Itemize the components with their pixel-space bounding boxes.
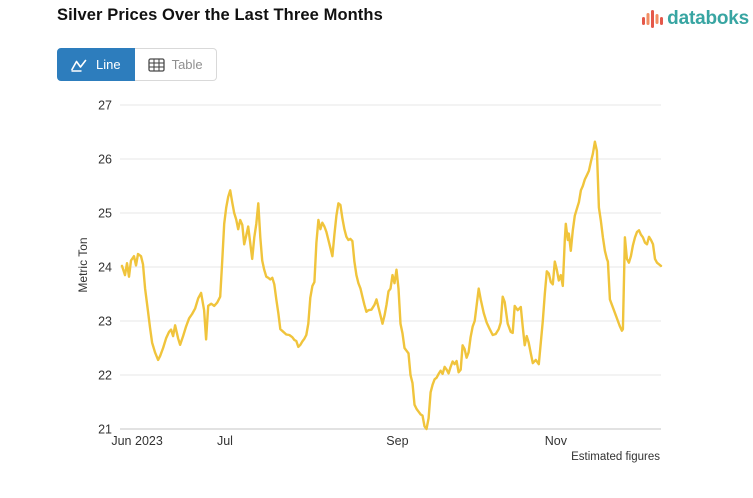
y-axis-tick-label: 21: [98, 423, 112, 437]
estimated-figures-note: Estimated figures: [571, 451, 660, 463]
x-axis-tick-label: Jul: [217, 434, 233, 448]
y-axis-tick-label: 26: [98, 153, 112, 167]
y-axis-tick-label: 25: [98, 207, 112, 221]
line-chart-icon: [71, 59, 87, 72]
table-icon: [147, 57, 165, 72]
y-axis-tick-label: 24: [98, 261, 112, 275]
x-axis-tick-label: Jun 2023: [111, 434, 162, 448]
brand-name: databoks: [667, 8, 749, 29]
brand-bars-icon: [642, 10, 664, 28]
y-axis-tick-label: 22: [98, 369, 112, 383]
line-button-label: Line: [96, 57, 121, 72]
x-axis-tick-label: Sep: [386, 434, 408, 448]
y-axis-tick-label: 27: [98, 99, 112, 113]
chart-type-line-button[interactable]: Line: [57, 48, 135, 81]
chart-type-table-button[interactable]: Table: [134, 48, 217, 81]
y-axis-tick-label: 23: [98, 315, 112, 329]
x-axis-tick-label: Nov: [545, 434, 568, 448]
chart-view-toggle: Line Table: [57, 48, 217, 81]
table-button-label: Table: [171, 57, 203, 72]
page-title: Silver Prices Over the Last Three Months: [57, 6, 383, 24]
price-line-series[interactable]: [120, 140, 663, 431]
brand-logo: databoks: [642, 8, 749, 30]
